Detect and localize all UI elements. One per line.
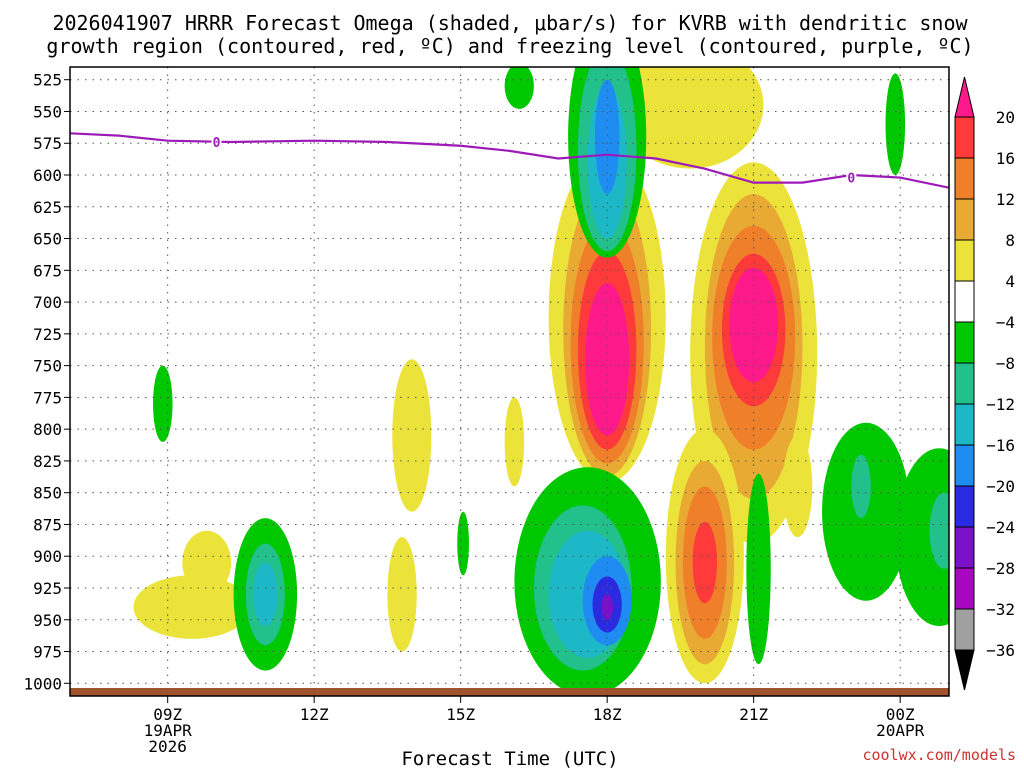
colorbar-label-1: 16 xyxy=(996,149,1015,168)
y-tick-label-900: 900 xyxy=(33,547,62,566)
colorbar-box-2 xyxy=(954,198,975,241)
x-tick-label-09Z-line0: 09Z xyxy=(153,705,182,724)
omega-region-pos4-16 xyxy=(182,530,232,595)
colorbar-label-2: 12 xyxy=(996,190,1015,209)
omega-region-neg8-40 xyxy=(929,492,949,569)
x-tick-label-00Z-line0: 00Z xyxy=(886,705,915,724)
y-tick-label-750: 750 xyxy=(33,357,62,376)
omega-region-neg8-38 xyxy=(851,454,871,519)
omega-region-pos4-20 xyxy=(616,67,764,169)
omega-region-pos4-19 xyxy=(504,397,525,487)
colorbar-box-4 xyxy=(954,280,975,323)
freezing-level-contour: 00 xyxy=(70,132,949,189)
y-tick-label-850: 850 xyxy=(33,484,62,503)
omega-region-pos4-15 xyxy=(133,575,251,639)
x-tick-label-00Z-line1: 20APR xyxy=(876,721,925,740)
omega-region-neg4-35 xyxy=(457,511,469,576)
colorbar-label-6: −8 xyxy=(996,354,1015,373)
omega-region-pos20-9 xyxy=(729,267,779,383)
y-tick-label-950: 950 xyxy=(33,611,62,630)
plot-frame xyxy=(69,66,950,697)
omega-region-neg16-30 xyxy=(594,79,620,195)
y-tick-label-775: 775 xyxy=(33,388,62,407)
colorbar-label-8: −16 xyxy=(986,436,1015,455)
colorbar-top-arrow xyxy=(954,76,975,118)
y-tick-label-800: 800 xyxy=(33,420,62,439)
x-axis-title: Forecast Time (UTC) xyxy=(401,748,618,768)
colorbar-label-4: 4 xyxy=(1005,272,1015,291)
x-tick-label-12Z-line0: 12Z xyxy=(300,705,329,724)
colorbar: 20 16 12 8 4 −4 −8 −12 −16 −20 −24 −28 −32 −36 xyxy=(954,76,1015,691)
omega-region-neg4-34 xyxy=(153,365,173,442)
colorbar-label-12: −32 xyxy=(986,600,1015,619)
y-tick-label-825: 825 xyxy=(33,452,62,471)
chart-title-line-2: growth region (contoured, red, ºC) and f… xyxy=(46,34,973,58)
colorbar-box-11 xyxy=(954,567,975,610)
colorbar-box-3 xyxy=(954,239,975,282)
y-tick-label-650: 650 xyxy=(33,230,62,249)
y-tick-label-625: 625 xyxy=(33,198,62,217)
y-tick-label-700: 700 xyxy=(33,293,62,312)
y-tick-label-925: 925 xyxy=(33,579,62,598)
freezing-label-bg-1 xyxy=(846,170,857,185)
omega-region-neg4-42 xyxy=(504,67,534,109)
omega-region-neg4-36 xyxy=(746,473,771,665)
x-tick-label-18Z-line0: 18Z xyxy=(593,705,622,724)
y-tick-label-600: 600 xyxy=(33,166,62,185)
colorbar-label-3: 8 xyxy=(1005,231,1015,250)
omega-region-neg4-39 xyxy=(895,448,949,627)
colorbar-box-8 xyxy=(954,444,975,487)
omega-region-neg4-41 xyxy=(885,73,906,176)
freezing-level-label-1: 0 xyxy=(847,172,855,187)
y-tick-label-675: 675 xyxy=(33,261,62,280)
colorbar-box-1 xyxy=(954,157,975,200)
omega-region-pos4-14 xyxy=(782,435,813,538)
freezing-level-label-0: 0 xyxy=(213,136,221,151)
plot-area: 00 xyxy=(70,67,949,696)
y-tick-label-725: 725 xyxy=(33,325,62,344)
colorbar-box-9 xyxy=(954,485,975,528)
y-tick-label-575: 575 xyxy=(33,134,62,153)
colorbar-label-7: −12 xyxy=(986,395,1015,414)
colorbar-box-5 xyxy=(954,321,975,364)
freezing-level-line xyxy=(70,132,949,189)
colorbar-box-10 xyxy=(954,526,975,569)
y-axis-ticks: 525 550 575 600 625 650 675 700 725 750 775 800 825 8… xyxy=(23,71,70,693)
y-tick-label-875: 875 xyxy=(33,515,62,534)
omega-region-pos16-13 xyxy=(692,521,718,604)
colorbar-label-11: −28 xyxy=(986,559,1015,578)
colorbar-label-10: −24 xyxy=(986,518,1015,537)
colorbar-label-5: −4 xyxy=(996,313,1015,332)
y-tick-label-550: 550 xyxy=(33,102,62,121)
colorbar-label-0: 20 xyxy=(996,108,1015,127)
x-tick-label-15Z-line0: 15Z xyxy=(446,705,475,724)
colorbar-label-9: −20 xyxy=(986,477,1015,496)
y-tick-label-525: 525 xyxy=(33,71,62,90)
colorbar-box-6 xyxy=(954,362,975,405)
colorbar-box-12 xyxy=(954,608,975,651)
y-tick-label-975: 975 xyxy=(33,643,62,662)
colorbar-box-7 xyxy=(954,403,975,446)
colorbar-box-0 xyxy=(954,116,975,159)
ground-surface xyxy=(70,688,949,696)
x-tick-label-09Z-line2: 2026 xyxy=(148,737,187,756)
x-tick-label-21Z-line0: 21Z xyxy=(739,705,768,724)
colorbar-label-13: −36 xyxy=(986,641,1015,660)
x-tick-label-09Z-line1: 19APR xyxy=(144,721,193,740)
credit-text[interactable]: coolwx.com/models xyxy=(862,746,1016,764)
omega-region-neg12-33 xyxy=(253,562,278,627)
y-tick-label-1000: 1000 xyxy=(23,674,62,693)
freezing-label-bg-0 xyxy=(211,134,222,149)
chart-title-line-1: 2026041907 HRRR Forecast Omega (shaded, … xyxy=(52,11,968,35)
omega-region-pos4-17 xyxy=(392,359,432,512)
colorbar-bottom-arrow xyxy=(954,649,975,691)
omega-region-pos4-18 xyxy=(387,537,417,652)
